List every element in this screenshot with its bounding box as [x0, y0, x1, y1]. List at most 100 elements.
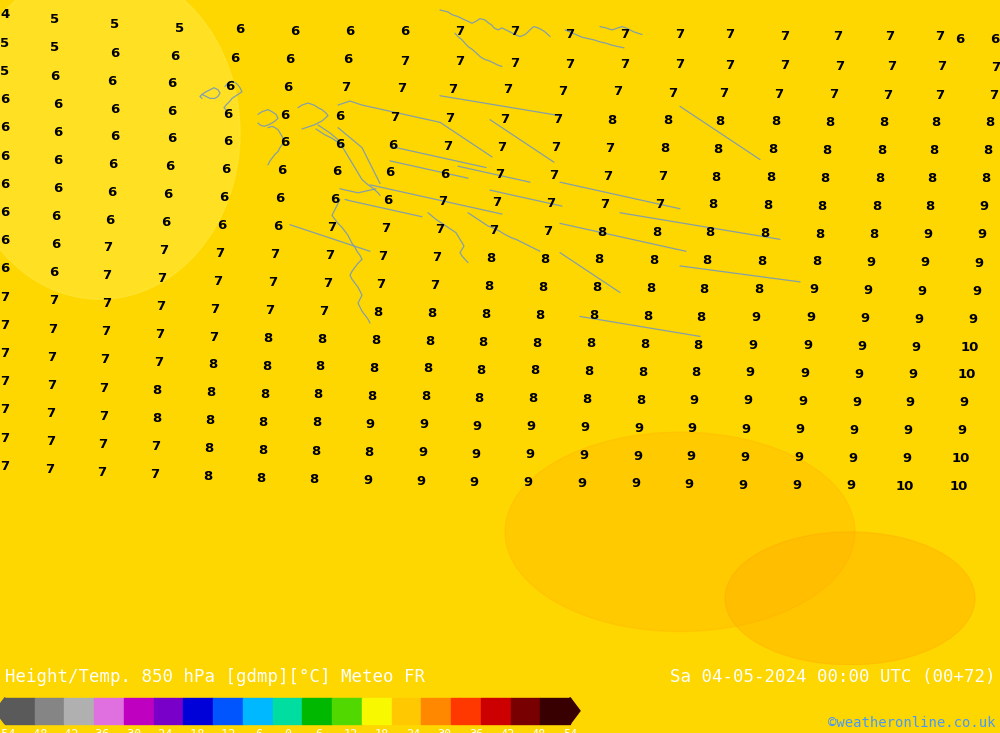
Text: 8: 8 [152, 384, 162, 397]
Text: 9: 9 [968, 312, 978, 325]
Text: 10: 10 [952, 452, 970, 465]
Text: 6: 6 [330, 193, 340, 206]
Text: 9: 9 [917, 284, 927, 298]
Text: 6: 6 [217, 219, 227, 232]
Text: 8: 8 [367, 390, 377, 402]
Text: 8: 8 [693, 339, 703, 352]
Text: 8: 8 [478, 336, 488, 349]
Text: 8: 8 [875, 172, 885, 185]
Text: 5: 5 [50, 13, 60, 26]
Text: 9: 9 [903, 424, 913, 438]
Text: 9: 9 [806, 312, 816, 324]
Text: 8: 8 [540, 253, 550, 266]
Text: 5: 5 [175, 22, 185, 35]
Text: 9: 9 [863, 284, 873, 297]
Text: 7: 7 [0, 403, 10, 416]
Text: 8: 8 [203, 470, 213, 483]
Text: 8: 8 [589, 309, 599, 323]
Text: 6: 6 [345, 26, 355, 38]
Text: 7: 7 [101, 325, 111, 338]
Text: -18: -18 [183, 728, 204, 733]
Text: 7: 7 [154, 356, 164, 369]
Text: 7: 7 [48, 323, 58, 336]
Text: 6: 6 [0, 262, 10, 275]
Text: 8: 8 [607, 114, 617, 128]
Text: 8: 8 [872, 200, 882, 213]
Text: 6: 6 [51, 210, 61, 223]
Text: 9: 9 [974, 257, 984, 270]
Text: 7: 7 [605, 141, 615, 155]
Text: 9: 9 [849, 424, 859, 437]
Text: 7: 7 [98, 438, 108, 451]
Text: 6: 6 [110, 130, 120, 143]
Text: 7: 7 [97, 465, 107, 479]
Text: 8: 8 [981, 172, 991, 185]
Text: 6: 6 [335, 110, 345, 123]
Text: 7: 7 [323, 277, 333, 290]
Text: 7: 7 [376, 278, 386, 291]
Bar [154, 698, 183, 724]
Text: 8: 8 [594, 254, 604, 267]
Text: 6: 6 [167, 77, 177, 90]
Text: 18: 18 [375, 728, 389, 733]
Text: 7: 7 [668, 86, 678, 100]
Text: 6: 6 [107, 75, 117, 88]
Text: 6: 6 [53, 126, 63, 139]
Text: 8: 8 [715, 115, 725, 128]
Text: 8: 8 [582, 393, 592, 406]
Text: 7: 7 [503, 84, 513, 96]
Text: -30: -30 [120, 728, 141, 733]
Text: 6: 6 [163, 188, 173, 202]
Text: 9: 9 [959, 397, 969, 410]
Text: 6: 6 [51, 238, 61, 251]
Text: 9: 9 [633, 449, 643, 463]
Text: 9: 9 [854, 368, 864, 381]
Text: 7: 7 [989, 89, 999, 102]
Text: 9: 9 [957, 424, 967, 438]
Text: 7: 7 [49, 294, 59, 307]
Text: 6: 6 [388, 139, 398, 152]
Text: 9: 9 [469, 476, 479, 488]
Text: 6: 6 [105, 213, 115, 226]
Text: 8: 8 [208, 358, 218, 372]
Text: 9: 9 [848, 452, 858, 465]
Text: 9: 9 [977, 228, 987, 241]
Text: 6: 6 [315, 728, 322, 733]
Text: 6: 6 [285, 54, 295, 66]
Text: Height/Temp. 850 hPa [gdmp][°C] Meteo FR: Height/Temp. 850 hPa [gdmp][°C] Meteo FR [5, 668, 425, 686]
Text: 6: 6 [235, 23, 245, 37]
Text: 7: 7 [270, 248, 280, 261]
Text: 48: 48 [531, 728, 546, 733]
Text: 6: 6 [221, 163, 231, 176]
Text: 9: 9 [738, 479, 748, 492]
Text: 9: 9 [914, 312, 924, 325]
Text: 6: 6 [0, 177, 10, 191]
Text: 7: 7 [658, 170, 668, 183]
Text: 7: 7 [603, 169, 613, 183]
Bar [64, 698, 94, 724]
Text: 6: 6 [955, 34, 965, 46]
Text: 8: 8 [206, 386, 216, 399]
Text: 8: 8 [484, 280, 494, 293]
Text: 9: 9 [418, 446, 428, 460]
Text: 7: 7 [565, 58, 575, 71]
Text: 8: 8 [638, 366, 648, 379]
Text: 7: 7 [378, 250, 388, 263]
Text: 7: 7 [438, 195, 448, 208]
Text: 8: 8 [258, 416, 268, 429]
Text: 7: 7 [500, 113, 510, 126]
Text: 7: 7 [719, 86, 729, 100]
Text: 8: 8 [766, 171, 776, 184]
Text: 8: 8 [205, 414, 215, 427]
Bar [5, 698, 35, 724]
Text: 9: 9 [795, 423, 805, 436]
Text: 8: 8 [699, 283, 709, 295]
Text: 7: 7 [102, 270, 112, 282]
Text: 7: 7 [655, 198, 665, 211]
Text: 7: 7 [725, 28, 735, 41]
Text: 7: 7 [553, 113, 563, 126]
Text: 6: 6 [383, 194, 393, 207]
Text: 7: 7 [99, 410, 109, 423]
Text: 9: 9 [751, 311, 761, 324]
Text: 9: 9 [803, 339, 813, 353]
